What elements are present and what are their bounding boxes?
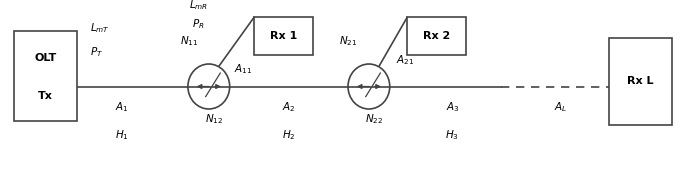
Text: $N_{21}$: $N_{21}$ — [339, 35, 357, 48]
Text: Rx 2: Rx 2 — [423, 31, 450, 41]
Text: $H_2$: $H_2$ — [282, 128, 296, 142]
Text: $A_{11}$: $A_{11}$ — [235, 62, 253, 76]
Text: $H_1$: $H_1$ — [115, 128, 129, 142]
Bar — [609, 38, 672, 125]
Text: $N_{12}$: $N_{12}$ — [205, 112, 223, 126]
Text: $A_3$: $A_3$ — [445, 100, 459, 114]
Text: $A_L$: $A_L$ — [553, 100, 567, 114]
Text: $N_{22}$: $N_{22}$ — [365, 112, 383, 126]
Text: OLT: OLT — [34, 53, 56, 63]
Text: $N_{11}$: $N_{11}$ — [180, 35, 198, 48]
Text: $A_2$: $A_2$ — [282, 100, 296, 114]
Bar — [14, 31, 77, 121]
Text: Rx 1: Rx 1 — [270, 31, 297, 41]
Bar — [254, 17, 313, 55]
Text: Rx L: Rx L — [627, 76, 654, 86]
Text: $A_1$: $A_1$ — [115, 100, 129, 114]
Bar — [407, 17, 466, 55]
Text: $P_T$: $P_T$ — [90, 45, 104, 59]
Text: $L_{mR}$: $L_{mR}$ — [189, 0, 208, 12]
Text: $P_R$: $P_R$ — [192, 17, 205, 31]
Text: Tx: Tx — [38, 91, 53, 101]
Text: $L_{mT}$: $L_{mT}$ — [90, 21, 110, 35]
Text: $A_{21}$: $A_{21}$ — [396, 54, 414, 67]
Text: $H_3$: $H_3$ — [445, 128, 459, 142]
